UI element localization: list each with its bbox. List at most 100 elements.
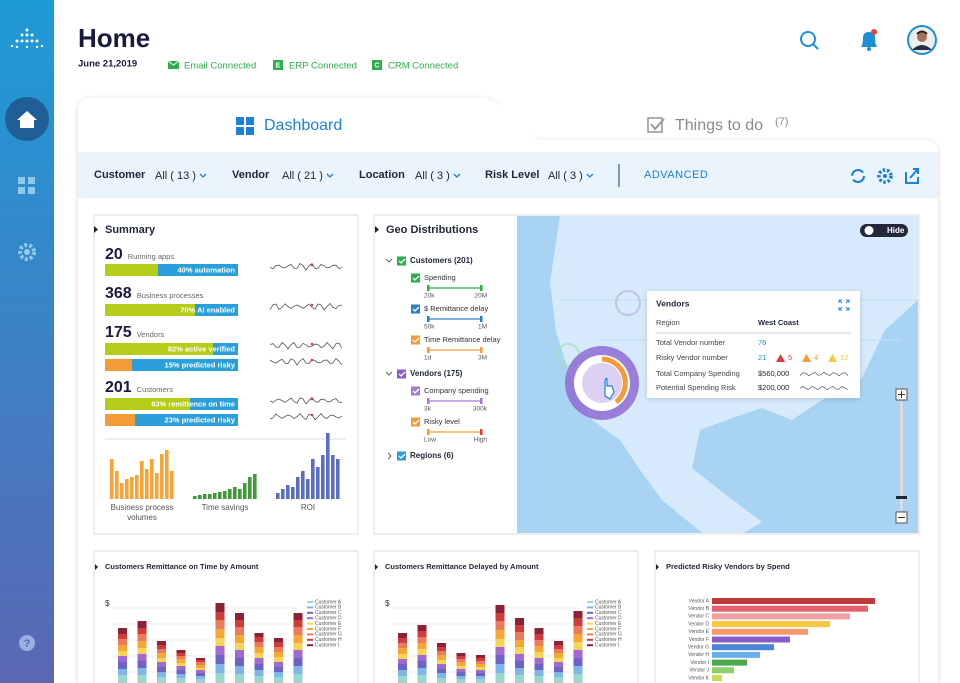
stacked-bar-segment <box>437 660 446 664</box>
bar <box>712 605 868 612</box>
expand-icon[interactable] <box>838 299 850 311</box>
stacked-bar-segment <box>573 618 583 626</box>
checkbox[interactable] <box>411 386 420 396</box>
mini-bar <box>243 483 247 499</box>
stacked-bar-segment <box>398 654 407 659</box>
todo-icon[interactable] <box>647 117 665 133</box>
legend-swatch <box>587 628 593 630</box>
stacked-bar-segment <box>176 663 186 666</box>
checkbox[interactable] <box>397 369 406 379</box>
range-handle[interactable] <box>427 285 430 291</box>
connection-icon <box>372 60 382 70</box>
legend-swatch <box>587 638 593 641</box>
category-label: Vendor H <box>688 652 709 658</box>
filter-value[interactable]: All ( 3 ) <box>548 170 583 182</box>
metric-label: Running apps <box>128 252 175 261</box>
search-icon[interactable] <box>800 31 819 50</box>
progress-fill <box>105 264 158 276</box>
stacked-bar-segment <box>437 664 446 669</box>
tree-chevron[interactable] <box>387 452 392 460</box>
stacked-bar-segment <box>118 669 127 675</box>
things-to-do-tab[interactable]: Things to do <box>675 117 763 134</box>
filter-value[interactable]: All ( 3 ) <box>415 170 450 182</box>
stacked-bar-segment <box>456 656 466 659</box>
stacked-bar-segment <box>137 634 147 641</box>
connection-status: ERP Connected <box>289 61 357 72</box>
check <box>398 453 406 459</box>
stacked-bar-segment <box>398 676 407 683</box>
stacked-bar-segment <box>573 626 583 634</box>
stacked-bar-segment <box>573 611 583 618</box>
settings-icon[interactable] <box>18 243 36 261</box>
risk-icon <box>776 354 785 362</box>
stacked-bar-segment <box>476 670 485 673</box>
checkbox[interactable] <box>411 335 420 345</box>
category-label: Vendor J <box>689 668 709 674</box>
legend-label: Customer G <box>595 632 622 638</box>
sparkline <box>799 371 849 377</box>
mini-bar <box>291 487 295 499</box>
progress-rest <box>195 304 238 316</box>
risk-count: 4 <box>814 353 818 362</box>
stacked-bar-segment <box>476 667 485 670</box>
region-arc <box>601 356 628 404</box>
filter-value[interactable]: All ( 13 ) <box>155 170 196 182</box>
legend-swatch <box>307 644 313 647</box>
stacked-bar-segment <box>254 642 264 647</box>
checkbox[interactable] <box>411 417 420 427</box>
settings-button[interactable] <box>877 168 893 184</box>
zoom-thumb[interactable] <box>896 496 907 499</box>
map-marker[interactable] <box>615 290 641 316</box>
range-handle[interactable] <box>427 429 430 435</box>
range-handle[interactable] <box>480 429 483 435</box>
progress-rest <box>190 398 238 410</box>
stacked-bar-segment <box>274 662 283 667</box>
range-handle[interactable] <box>480 347 483 353</box>
stacked-bar-segment <box>398 648 407 654</box>
connection-icon-letter: E <box>276 62 281 69</box>
filter-bar <box>78 152 938 198</box>
range-handle[interactable] <box>427 316 430 322</box>
sparkline <box>269 263 343 271</box>
stacked-bar-segment <box>437 651 446 655</box>
stacked-bar-segment <box>417 637 427 643</box>
category-label: Vendor B <box>688 606 709 612</box>
range-handle[interactable] <box>480 398 483 404</box>
stacked-bar-segment <box>456 669 466 672</box>
dashboard-tab[interactable]: Dashboard <box>264 117 342 134</box>
stacked-bar-segment <box>254 670 264 676</box>
stacked-bar-segment <box>235 650 244 658</box>
mini-bar <box>238 489 242 499</box>
refresh-icon[interactable] <box>851 169 865 183</box>
filter-label: Location <box>359 169 405 181</box>
stacked-bar-segment <box>196 665 205 668</box>
legend-swatch <box>587 617 593 620</box>
avatar[interactable] <box>907 25 937 55</box>
grid-icon[interactable] <box>18 177 35 194</box>
progress-fill <box>105 398 190 410</box>
range-handle[interactable] <box>480 316 483 322</box>
stacked-bar-segment <box>437 643 446 647</box>
checkbox[interactable] <box>411 304 420 314</box>
legend-swatch <box>307 628 313 630</box>
advanced-button[interactable]: ADVANCED <box>644 169 708 181</box>
checkbox[interactable] <box>411 273 420 283</box>
email-flap <box>167 60 180 66</box>
notification-icon[interactable] <box>861 29 877 51</box>
range-handle[interactable] <box>427 347 430 353</box>
stacked-bar-segment <box>196 676 205 679</box>
tree-chevron[interactable] <box>385 258 393 263</box>
help-icon[interactable] <box>19 635 35 651</box>
export-icon[interactable] <box>905 168 919 184</box>
stacked-bar-segment <box>554 645 563 649</box>
range-handle[interactable] <box>480 285 483 291</box>
toggle-knob <box>864 226 874 235</box>
checkbox[interactable] <box>397 451 406 461</box>
mini-bar <box>276 493 280 499</box>
legend-swatch <box>587 606 593 609</box>
filter-value[interactable]: All ( 21 ) <box>282 170 323 182</box>
tree-chevron[interactable] <box>385 371 393 376</box>
progress-rest <box>158 264 238 276</box>
range-handle[interactable] <box>427 398 430 404</box>
checkbox[interactable] <box>397 256 406 266</box>
